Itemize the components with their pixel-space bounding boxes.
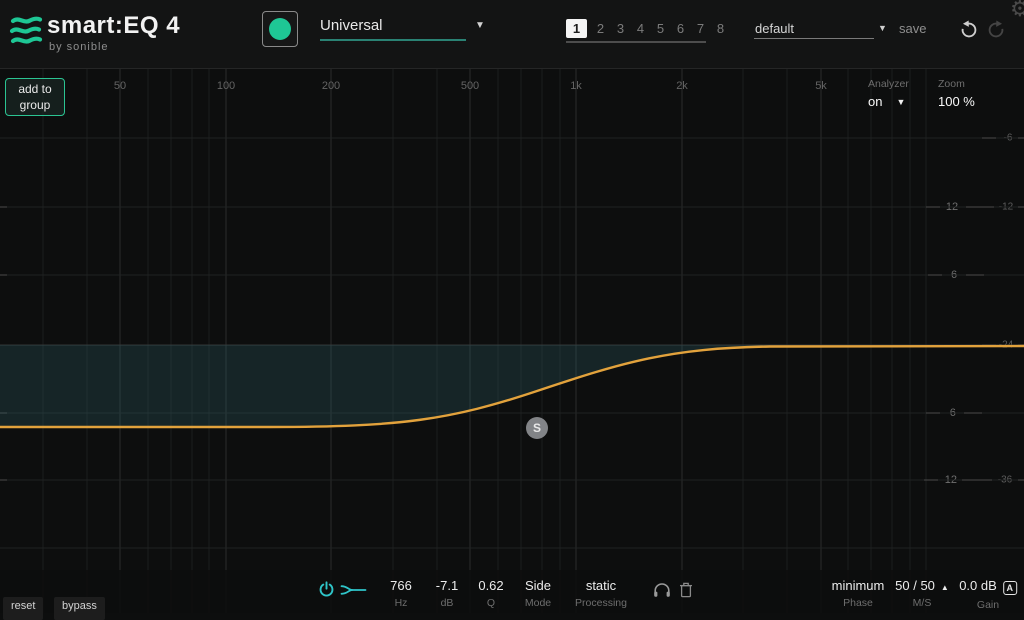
band-mode-field[interactable]: Side Mode <box>525 578 551 609</box>
record-button[interactable] <box>262 11 298 47</box>
band-gain-value[interactable]: -7.1 <box>435 578 459 593</box>
undo-icon[interactable] <box>958 19 980 41</box>
record-icon <box>269 18 291 40</box>
sonible-logo-icon <box>9 16 43 44</box>
zoom-control[interactable]: Zoom 100 % <box>938 78 975 109</box>
analyzer-tick-label: -6 <box>1003 132 1013 144</box>
phase-label: Phase <box>843 597 873 609</box>
preset-dropdown[interactable]: default <box>755 20 794 38</box>
slot-5[interactable]: 5 <box>656 21 665 36</box>
band-q-unit: Q <box>486 597 496 609</box>
ms-balance-label: M/S <box>912 597 932 609</box>
app-title: smart:EQ 4 <box>47 12 181 39</box>
ms-balance-field[interactable]: 50 / 50 ▲ M/S <box>895 578 949 609</box>
band-q-field[interactable]: 0.62 Q <box>478 578 503 609</box>
zoom-label: Zoom <box>938 78 965 90</box>
profile-dropdown[interactable]: Universal ▼ <box>320 17 486 41</box>
analyzer-dropdown[interactable]: on ▼ <box>868 94 909 109</box>
slot-8[interactable]: 8 <box>716 21 725 36</box>
freq-tick-label: 100 <box>216 80 236 92</box>
slot-2[interactable]: 2 <box>596 21 605 36</box>
gain-tick-label: 6 <box>950 269 958 281</box>
app-byline: by sonible <box>49 41 109 53</box>
band-frequency-unit: Hz <box>394 597 408 609</box>
slot-7[interactable]: 7 <box>696 21 705 36</box>
output-gain-label: Gain <box>976 599 1000 611</box>
top-bar: smart:EQ 4 by sonible Universal ▼ 1 2 3 … <box>0 0 1024 69</box>
slot-1[interactable]: 1 <box>566 19 587 38</box>
band-processing-field[interactable]: static Processing <box>575 578 627 609</box>
ms-balance-value[interactable]: 50 / 50 <box>895 578 935 593</box>
freq-tick-label: 5k <box>815 80 827 92</box>
save-button[interactable]: save <box>899 21 927 36</box>
chevron-down-icon[interactable]: ▼ <box>878 23 887 33</box>
band-handle-side[interactable]: S <box>526 417 548 439</box>
output-gain-field[interactable]: 0.0 dB A Gain <box>959 578 1017 611</box>
bottom-bar: reset bypass 766 Hz -7.1 dB 0.62 Q Side … <box>0 570 1024 620</box>
triangle-up-icon[interactable]: ▲ <box>940 583 949 592</box>
preset-dropdown-value: default <box>755 21 795 36</box>
freq-tick-label: 2k <box>676 80 688 92</box>
gain-tick-label: -6 <box>946 407 956 419</box>
output-gain-value[interactable]: 0.0 dB <box>959 578 997 593</box>
freq-tick-label: 200 <box>321 80 341 92</box>
chevron-down-icon: ▼ <box>896 96 906 107</box>
band-gain-field[interactable]: -7.1 dB <box>436 578 458 609</box>
snapshot-slots: 1 2 3 4 5 6 7 8 <box>566 19 727 38</box>
auto-gain-icon[interactable]: A <box>1002 581 1017 595</box>
chevron-down-icon: ▼ <box>475 20 485 31</box>
settings-gear-icon[interactable]: ⚙ <box>1010 0 1024 21</box>
band-fill-area <box>0 345 770 427</box>
profile-dropdown-value: Universal <box>320 17 383 34</box>
preset-underline <box>754 38 874 39</box>
reset-button[interactable]: reset <box>3 597 44 620</box>
analyzer-value: on <box>868 94 883 109</box>
band-gain-unit: dB <box>440 597 454 609</box>
analyzer-tick-label: -24 <box>998 339 1014 351</box>
freq-tick-label: 50 <box>113 80 127 92</box>
delete-band-trash-icon[interactable] <box>679 582 693 598</box>
slot-3[interactable]: 3 <box>616 21 625 36</box>
freq-tick-label: 500 <box>460 80 480 92</box>
band-frequency-field[interactable]: 766 Hz <box>390 578 412 609</box>
gain-tick-label: -12 <box>941 474 957 486</box>
analyzer-control: Analyzer on ▼ <box>868 78 909 109</box>
analyzer-tick-label: -36 <box>997 474 1013 486</box>
analyzer-label: Analyzer <box>868 78 909 90</box>
add-to-group-button[interactable]: add to group <box>5 78 65 116</box>
profile-underline <box>320 39 466 41</box>
add-to-group-line1: add to <box>18 82 52 96</box>
bypass-button[interactable]: bypass <box>54 597 105 620</box>
solo-headphones-icon[interactable] <box>653 582 671 598</box>
eq-curve-plot <box>0 68 1024 613</box>
band-mode-label: Mode <box>524 597 552 609</box>
band-processing-label: Processing <box>575 597 627 609</box>
band-mode-value[interactable]: Side <box>524 578 552 593</box>
analyzer-tick-label: -12 <box>998 201 1014 213</box>
add-to-group-line2: group <box>19 98 51 112</box>
band-power-icon[interactable] <box>318 581 335 598</box>
filter-shape-icon[interactable] <box>340 583 367 597</box>
freq-tick-label: 1k <box>570 80 582 92</box>
gain-tick-label: 12 <box>945 201 959 213</box>
zoom-value: 100 % <box>938 94 975 109</box>
redo-icon[interactable] <box>985 19 1007 41</box>
slot-6[interactable]: 6 <box>676 21 685 36</box>
band-frequency-value[interactable]: 766 <box>390 578 412 593</box>
slot-4[interactable]: 4 <box>636 21 645 36</box>
band-processing-value[interactable]: static <box>585 578 617 593</box>
phase-field[interactable]: minimum Phase <box>832 578 885 609</box>
phase-value[interactable]: minimum <box>831 578 885 593</box>
slots-underline <box>566 41 706 43</box>
band-q-value[interactable]: 0.62 <box>478 578 504 593</box>
eq-curve <box>0 344 1024 429</box>
